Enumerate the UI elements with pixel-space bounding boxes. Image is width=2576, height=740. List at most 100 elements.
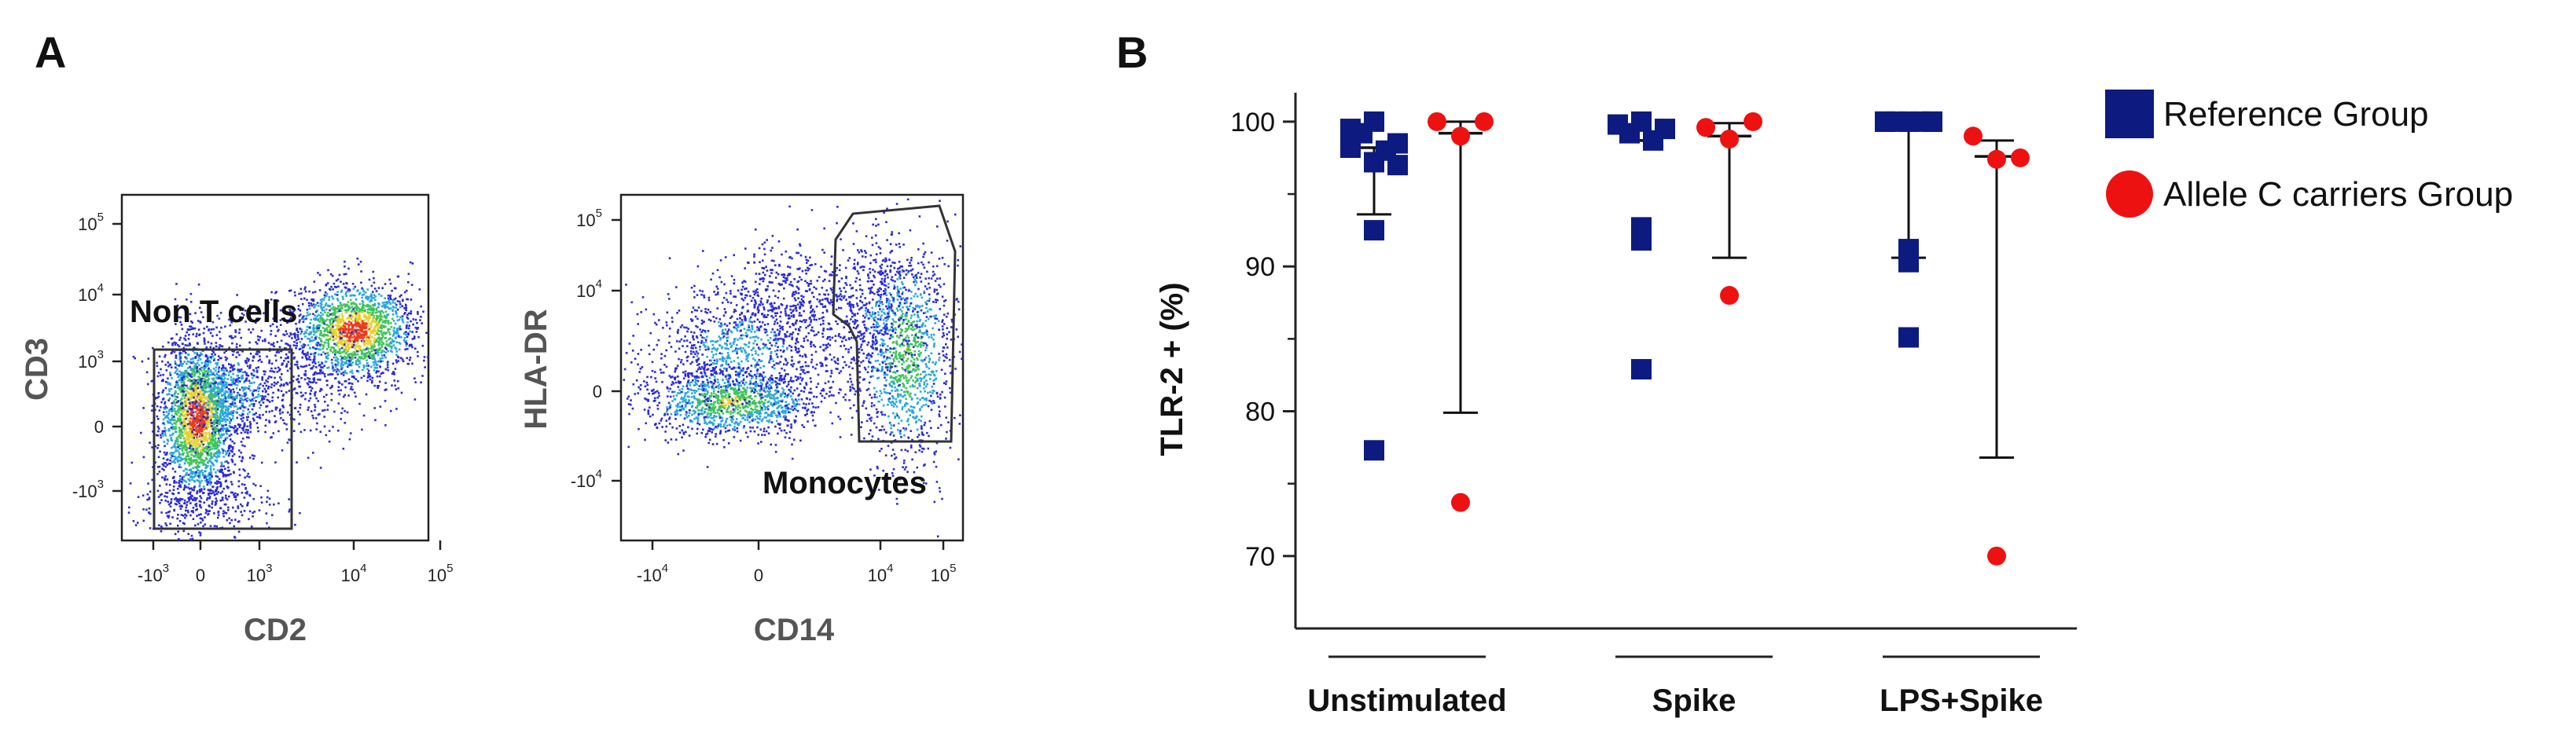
density-dot: [195, 462, 197, 465]
density-dot: [177, 408, 180, 411]
density-dot: [242, 388, 244, 390]
density-dot: [336, 363, 339, 366]
density-dot: [200, 479, 203, 482]
density-dot: [209, 458, 211, 460]
density-dot: [369, 305, 372, 307]
density-dot: [185, 412, 188, 415]
density-dot: [366, 334, 369, 337]
density-dot: [335, 344, 337, 346]
density-dot: [298, 321, 301, 324]
density-dot: [171, 439, 173, 441]
density-dot: [264, 395, 266, 397]
density-dot: [387, 328, 389, 331]
density-dot: [181, 387, 183, 390]
density-dot: [164, 416, 167, 419]
density-dot: [204, 425, 208, 427]
density-dot: [180, 364, 182, 366]
density-dot: [169, 462, 172, 465]
density-dot: [264, 424, 267, 427]
density-dot: [197, 362, 199, 365]
density-dot: [235, 411, 237, 413]
density-dot: [235, 395, 238, 398]
density-dot: [188, 423, 190, 425]
density-dot: [226, 452, 228, 455]
density-dot: [171, 467, 175, 470]
density-dot: [239, 394, 241, 397]
density-dot: [303, 288, 306, 291]
density-dot: [237, 393, 240, 395]
density-dot: [196, 395, 199, 397]
density-dot: [351, 339, 354, 342]
density-dot: [230, 312, 233, 315]
density-dot: [178, 429, 181, 432]
density-dot: [329, 328, 332, 332]
density-dot: [255, 396, 258, 398]
density-dot: [168, 397, 171, 400]
density-dot: [238, 328, 241, 331]
density-dot: [325, 334, 327, 336]
density-dot: [141, 360, 144, 363]
density-dot: [212, 372, 215, 374]
density-dot: [190, 453, 193, 456]
density-dot: [304, 286, 307, 289]
density-dot: [200, 461, 203, 463]
density-dot: [202, 377, 204, 380]
density-dot: [211, 456, 214, 459]
density-dot: [373, 326, 376, 329]
density-dot: [188, 412, 191, 416]
density-dot: [174, 386, 176, 388]
density-dot: [178, 505, 182, 507]
density-dot: [367, 320, 369, 322]
density-dot: [192, 327, 194, 330]
density-dot: [380, 315, 383, 318]
density-dot: [355, 298, 358, 301]
density-dot: [214, 413, 217, 416]
density-dot: [285, 365, 288, 368]
density-dot: [212, 383, 215, 386]
density-dot: [236, 432, 239, 435]
density-dot: [362, 304, 365, 306]
density-dot: [329, 320, 332, 322]
density-dot: [211, 350, 214, 353]
density-dot: [311, 414, 314, 417]
density-dot: [165, 411, 168, 413]
density-dot: [210, 473, 213, 476]
density-dot: [344, 273, 347, 276]
density-dot: [181, 376, 184, 379]
density-dot: [196, 354, 199, 356]
density-dot: [343, 350, 346, 353]
density-dot: [359, 345, 362, 348]
density-dot: [175, 323, 177, 325]
density-dot: [396, 315, 399, 318]
density-dot: [183, 441, 186, 444]
density-dot: [253, 413, 256, 416]
density-dot: [189, 469, 192, 472]
density-dot: [196, 407, 198, 409]
density-dot: [185, 417, 187, 420]
density-dot: [307, 351, 309, 354]
density-dot: [380, 361, 382, 363]
density-dot: [341, 316, 344, 318]
density-dot: [210, 356, 212, 358]
density-dot: [375, 372, 377, 374]
density-dot: [216, 387, 219, 390]
density-dot: [420, 305, 422, 308]
density-dot: [292, 352, 295, 354]
density-dot: [405, 331, 407, 333]
density-dot: [182, 409, 184, 412]
density-dot: [420, 381, 422, 384]
density-dot: [344, 372, 347, 374]
density-dot: [348, 288, 351, 291]
density-dot: [208, 367, 210, 370]
density-dot: [199, 484, 201, 486]
density-dot: [383, 320, 386, 322]
density-dot: [323, 294, 326, 297]
density-dot: [347, 359, 350, 362]
density-dot: [218, 478, 221, 480]
density-dot: [379, 327, 382, 329]
density-dot: [204, 395, 206, 398]
density-dot: [193, 382, 196, 385]
density-dot: [162, 434, 164, 437]
density-dot: [335, 316, 337, 318]
density-dot: [310, 339, 313, 342]
